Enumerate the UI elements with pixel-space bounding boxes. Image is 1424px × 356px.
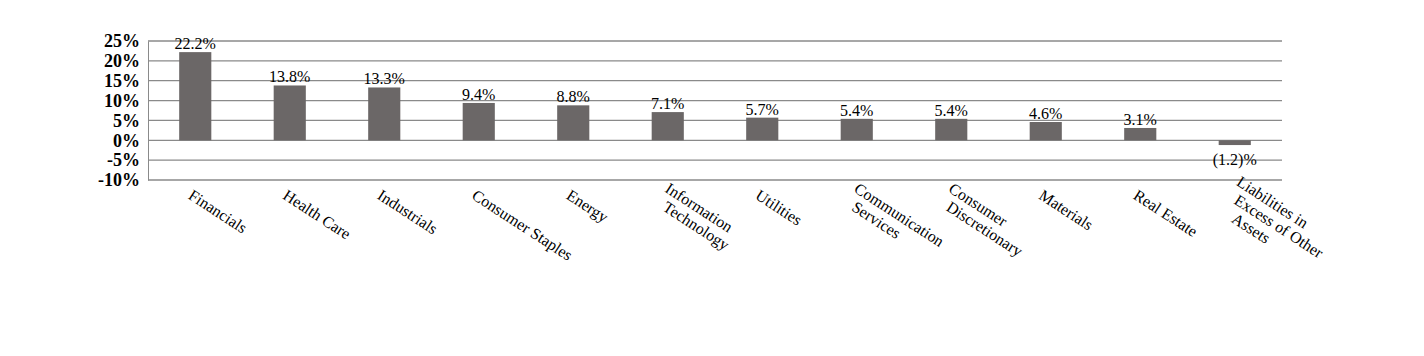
x-tick-label: Energy bbox=[563, 186, 611, 226]
x-tick-label: Materials bbox=[1036, 186, 1096, 233]
y-tick-label: 15% bbox=[104, 71, 140, 91]
y-tick-label: -5% bbox=[107, 150, 140, 170]
grid-line bbox=[148, 40, 1282, 41]
bar bbox=[557, 105, 589, 140]
data-label: 3.1% bbox=[1124, 111, 1157, 128]
x-tick-label: Real Estate bbox=[1131, 186, 1201, 240]
grid bbox=[148, 41, 1282, 180]
grid-line bbox=[148, 159, 1282, 160]
y-tick-label: 5% bbox=[113, 111, 140, 131]
y-tick-label: -10% bbox=[98, 170, 140, 190]
y-tick: -5% bbox=[107, 150, 148, 170]
data-label: 5.4% bbox=[935, 102, 968, 119]
x-tick-label: Consumer Staples bbox=[469, 186, 576, 264]
data-label: 4.6% bbox=[1029, 105, 1062, 122]
y-tick-label: 25% bbox=[104, 31, 140, 51]
data-label: 8.8% bbox=[557, 88, 590, 105]
y-tick-label: 10% bbox=[104, 91, 140, 111]
x-axis: Financials Health Care Industrials Consumer… bbox=[186, 173, 1336, 276]
bar bbox=[746, 118, 778, 141]
data-label: 13.8% bbox=[269, 68, 310, 85]
x-tick-label: ConsumerDiscretionary bbox=[936, 180, 1035, 261]
grid-line bbox=[148, 60, 1282, 61]
grid-line bbox=[148, 100, 1282, 101]
bar bbox=[1219, 140, 1251, 145]
y-tick: 0% bbox=[113, 131, 148, 151]
grid-line bbox=[148, 140, 1282, 141]
x-tick-label: Utilities bbox=[753, 186, 806, 228]
y-tick-label: 0% bbox=[113, 131, 140, 151]
y-tick: 5% bbox=[113, 111, 148, 131]
bar bbox=[179, 52, 211, 140]
y-tick: -10% bbox=[98, 170, 148, 190]
bar bbox=[463, 103, 495, 140]
y-tick: 20% bbox=[104, 51, 148, 71]
data-label: 5.7% bbox=[746, 101, 779, 118]
grid-line bbox=[148, 80, 1282, 81]
grid-line bbox=[148, 179, 1282, 180]
chart: 25%20%15%10%5%0%-5%-10% 22.2% 13.8% 13.3% 9.… bbox=[0, 0, 1424, 356]
bars bbox=[179, 52, 1251, 145]
bar bbox=[1030, 122, 1062, 140]
bar bbox=[274, 85, 306, 140]
data-label: 7.1% bbox=[651, 95, 684, 112]
x-tick-label: Liabilities inExcess of OtherAssets bbox=[1216, 173, 1337, 276]
x-tick-label: CommunicationServices bbox=[842, 180, 947, 265]
data-labels: 22.2% 13.8% 13.3% 9.4% 8.8% 7.1% 5.7% 5.4% 5.4% 4… bbox=[175, 35, 1257, 169]
data-label: 9.4% bbox=[462, 86, 495, 103]
bar bbox=[652, 112, 684, 140]
y-axis-line bbox=[148, 42, 149, 181]
x-tick-label: Health Care bbox=[280, 186, 354, 242]
y-tick: 10% bbox=[104, 91, 148, 111]
grid-line bbox=[148, 120, 1282, 121]
y-tick: 15% bbox=[104, 71, 148, 91]
y-tick-label: 20% bbox=[104, 51, 140, 71]
y-axis: 25%20%15%10%5%0%-5%-10% bbox=[98, 31, 149, 190]
data-label: (1.2)% bbox=[1213, 151, 1257, 169]
bar bbox=[935, 119, 967, 140]
bar bbox=[368, 87, 400, 140]
bar bbox=[841, 119, 873, 140]
x-tick-label: Industrials bbox=[375, 186, 441, 237]
bar bbox=[1124, 128, 1156, 140]
data-label: 13.3% bbox=[364, 70, 405, 87]
x-tick-label: Financials bbox=[186, 186, 250, 236]
x-tick-label: InformationTechnology bbox=[653, 180, 742, 255]
y-tick: 25% bbox=[104, 31, 148, 51]
data-label: 5.4% bbox=[840, 102, 873, 119]
data-label: 22.2% bbox=[175, 35, 216, 52]
